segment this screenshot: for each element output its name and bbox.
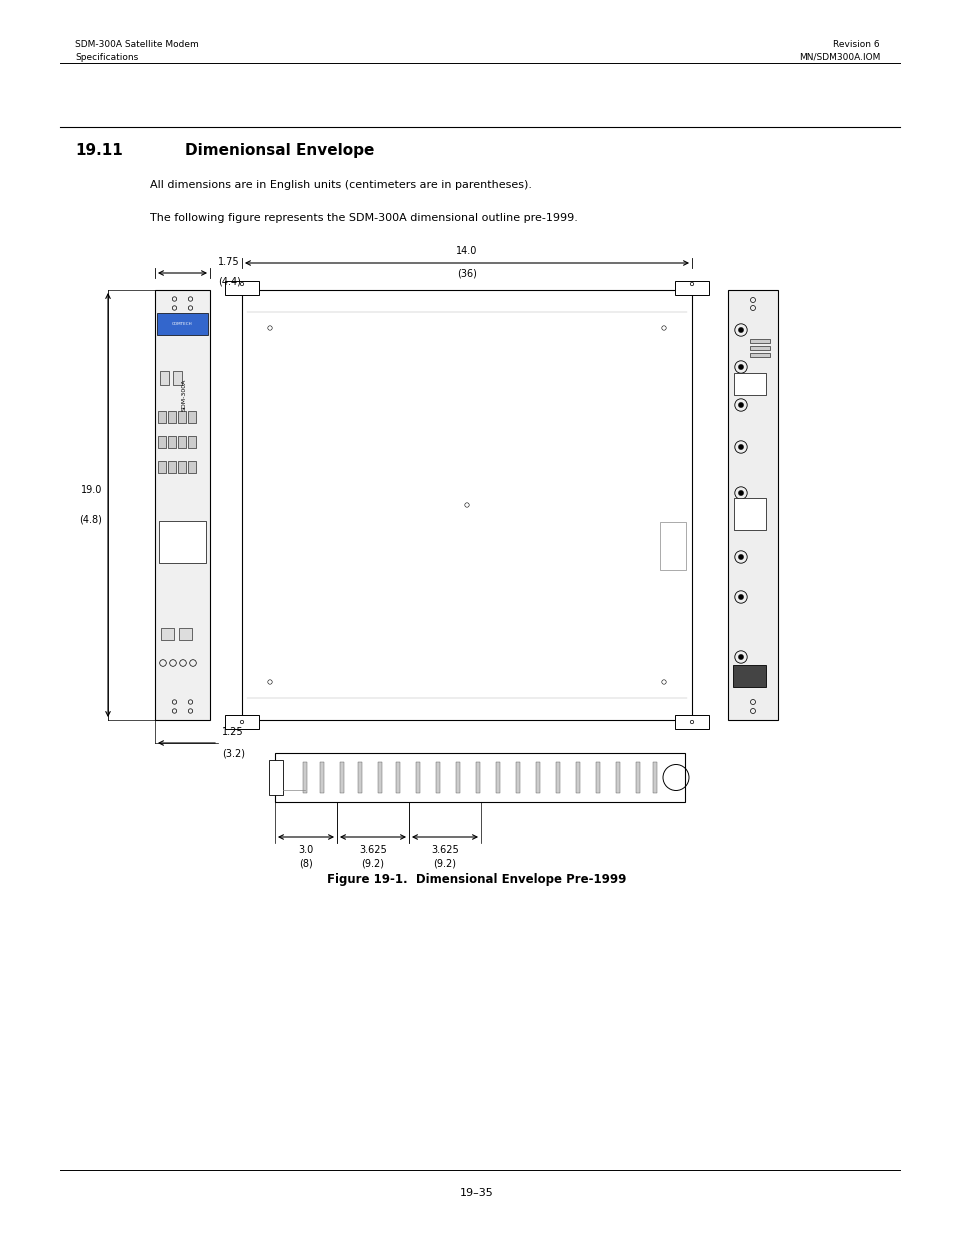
Bar <box>242 290 691 720</box>
Text: 14.0: 14.0 <box>456 246 477 256</box>
Bar <box>172 370 182 385</box>
Circle shape <box>738 364 742 369</box>
Bar <box>659 522 685 571</box>
Bar <box>269 760 283 795</box>
Bar <box>168 411 175 424</box>
Bar <box>496 762 499 793</box>
Bar <box>596 762 599 793</box>
Text: Revision 6: Revision 6 <box>833 40 879 49</box>
Bar <box>158 436 166 448</box>
Text: 19.11: 19.11 <box>75 143 123 158</box>
Bar <box>339 762 344 793</box>
Text: The following figure represents the SDM-300A dimensional outline pre-1999.: The following figure represents the SDM-… <box>150 212 578 224</box>
Bar <box>416 762 419 793</box>
Bar <box>556 762 559 793</box>
Bar <box>178 411 186 424</box>
Text: All dimensions are in English units (centimeters are in parentheses).: All dimensions are in English units (cen… <box>150 180 532 190</box>
Bar <box>476 762 479 793</box>
Bar <box>357 762 362 793</box>
Text: (4.4): (4.4) <box>218 277 240 287</box>
Text: 19.0: 19.0 <box>81 485 102 495</box>
Bar <box>158 461 166 473</box>
Text: 1.75: 1.75 <box>218 257 239 267</box>
Bar <box>395 762 399 793</box>
Bar <box>516 762 519 793</box>
Text: (4.8): (4.8) <box>79 515 102 525</box>
Bar <box>168 436 175 448</box>
Bar <box>536 762 539 793</box>
Text: 1.25: 1.25 <box>222 727 243 737</box>
Bar <box>188 461 195 473</box>
Bar <box>158 411 166 424</box>
Text: SDM-300A Satellite Modem: SDM-300A Satellite Modem <box>75 40 198 49</box>
Text: 3.625: 3.625 <box>431 845 458 855</box>
Bar <box>319 762 324 793</box>
Bar <box>749 352 769 357</box>
Bar <box>436 762 439 793</box>
Text: (9.2): (9.2) <box>361 860 384 869</box>
Bar <box>188 411 195 424</box>
Bar <box>188 436 195 448</box>
Bar <box>178 461 186 473</box>
Text: Dimenionsal Envelope: Dimenionsal Envelope <box>185 143 374 158</box>
Bar <box>456 762 459 793</box>
Bar <box>168 461 175 473</box>
Circle shape <box>738 445 742 450</box>
Bar <box>615 762 619 793</box>
Text: (36): (36) <box>456 269 476 279</box>
Bar <box>157 312 208 335</box>
Bar <box>302 762 307 793</box>
Bar <box>161 629 173 640</box>
Bar <box>377 762 382 793</box>
Bar <box>733 373 765 395</box>
Bar <box>576 762 579 793</box>
Bar <box>160 370 169 385</box>
Bar <box>675 282 708 295</box>
Bar <box>635 762 639 793</box>
Bar <box>179 629 192 640</box>
Circle shape <box>738 555 742 559</box>
Bar <box>225 715 258 729</box>
Circle shape <box>738 327 742 332</box>
Text: (3.2): (3.2) <box>222 748 245 760</box>
Circle shape <box>738 403 742 408</box>
Bar <box>225 282 258 295</box>
Bar <box>178 436 186 448</box>
Bar <box>154 290 210 720</box>
Text: 3.0: 3.0 <box>298 845 314 855</box>
Text: COMTECH: COMTECH <box>172 322 193 326</box>
Circle shape <box>738 594 742 600</box>
Text: 3.625: 3.625 <box>358 845 387 855</box>
Bar <box>749 346 769 350</box>
Bar <box>274 753 684 802</box>
Bar <box>652 762 657 793</box>
Circle shape <box>738 655 742 659</box>
Bar <box>675 715 708 729</box>
Circle shape <box>738 490 742 495</box>
Text: (8): (8) <box>299 860 313 869</box>
Text: Specifications: Specifications <box>75 53 138 62</box>
Text: (9.2): (9.2) <box>433 860 456 869</box>
Text: MN/SDM300A.IOM: MN/SDM300A.IOM <box>798 53 879 62</box>
Bar <box>732 664 765 687</box>
Text: 19–35: 19–35 <box>459 1188 494 1198</box>
Bar <box>727 290 778 720</box>
Bar <box>733 498 765 530</box>
Text: Figure 19-1.  Dimensional Envelope Pre-1999: Figure 19-1. Dimensional Envelope Pre-19… <box>327 873 626 887</box>
Bar <box>159 521 206 563</box>
Bar <box>749 338 769 343</box>
Text: SDM-300A: SDM-300A <box>182 379 187 411</box>
